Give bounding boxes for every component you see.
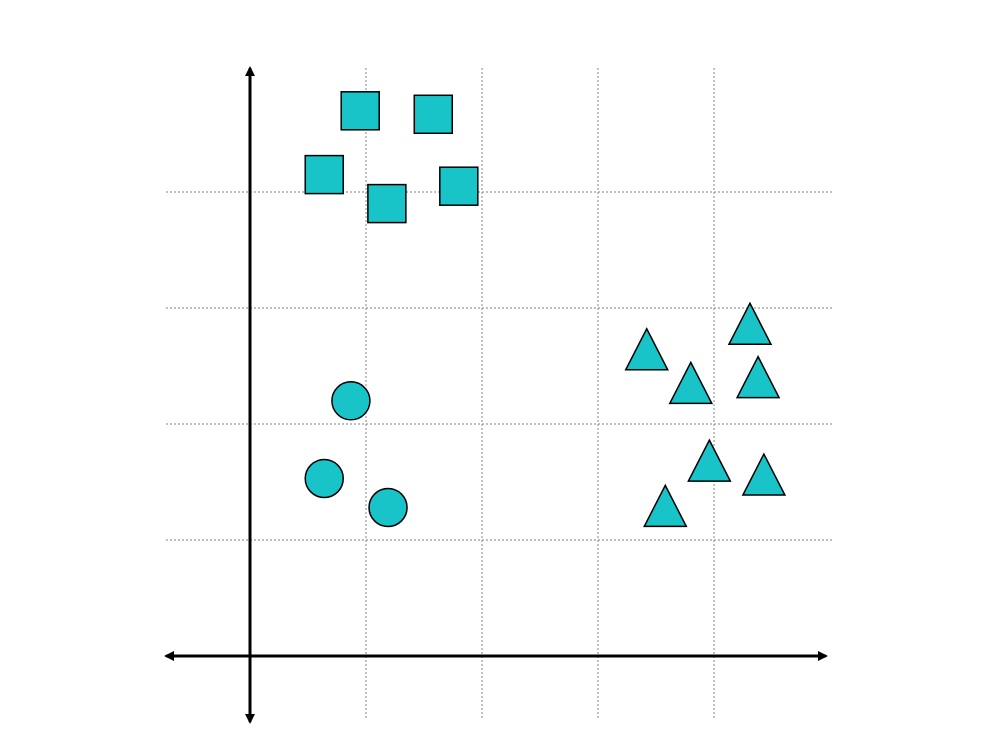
triangle-point	[727, 301, 773, 345]
triangle-point	[624, 327, 669, 371]
grid	[166, 68, 832, 718]
square-point	[340, 91, 380, 131]
triangle-point	[741, 452, 787, 496]
circle-point	[331, 381, 371, 421]
data-points	[304, 91, 787, 528]
triangle-point	[643, 483, 688, 528]
square-point	[439, 166, 479, 206]
square-point	[304, 154, 344, 195]
square-point	[413, 94, 454, 135]
axes	[164, 66, 828, 724]
triangle-point	[668, 360, 714, 405]
triangle-point	[735, 354, 781, 399]
circle-point	[368, 487, 408, 528]
square-point	[367, 183, 407, 224]
circle-point	[304, 458, 344, 499]
triangle-point	[687, 438, 732, 482]
